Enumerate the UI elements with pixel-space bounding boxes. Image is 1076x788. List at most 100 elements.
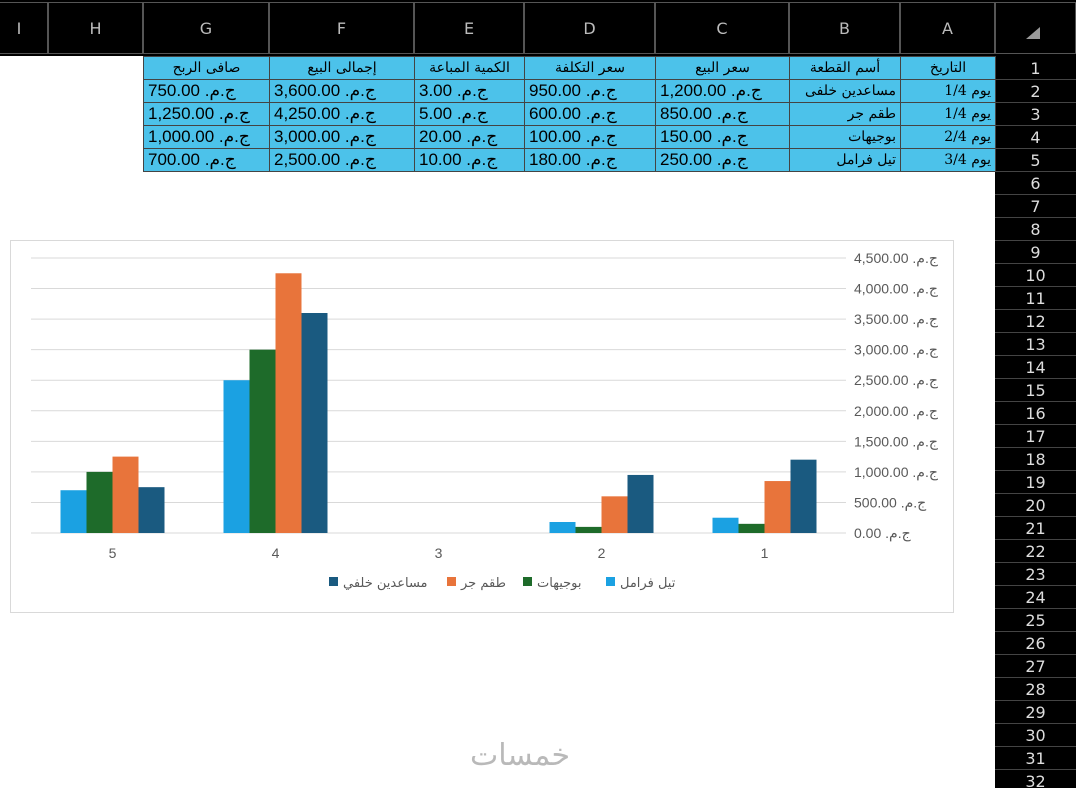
table-cell[interactable]: ج.م. 5.00 (414, 102, 525, 126)
row-header-7[interactable]: 7 (995, 195, 1076, 218)
row-header-30[interactable]: 30 (995, 724, 1076, 747)
row-header-5[interactable]: 5 (995, 149, 1076, 172)
row-header-4[interactable]: 4 (995, 126, 1076, 149)
table-cell[interactable]: ج.م. 3,600.00 (269, 79, 415, 103)
table-header-cell[interactable]: إجمالى البيع (269, 56, 415, 80)
table-cell[interactable]: ج.م. 1,250.00 (143, 102, 270, 126)
bar (712, 517, 739, 533)
row-header-20[interactable]: 20 (995, 494, 1076, 517)
row-header-29[interactable]: 29 (995, 701, 1076, 724)
table-row: ج.م. 750.00 ج.م. 3,600.00 ج.م. 3.00 ج.م. 95… (143, 79, 996, 103)
table-cell[interactable]: ج.م. 1,000.00 (143, 125, 270, 149)
column-header-label: E (463, 18, 475, 38)
legend-swatch (606, 577, 615, 586)
row-header-21[interactable]: 21 (995, 517, 1076, 540)
row-header-13[interactable]: 13 (995, 333, 1076, 356)
legend-label: بوجيهات (537, 576, 581, 591)
watermark-logo: خمسات (470, 738, 571, 773)
bar-chart[interactable]: ج.م. 0.00 ج.م. 500.00 ج.م. 1,000.00 ج.م. 1,… (10, 240, 954, 613)
column-header-c[interactable]: C (655, 2, 789, 54)
row-header-19[interactable]: 19 (995, 471, 1076, 494)
table-cell[interactable]: ج.م. 2,500.00 (269, 148, 415, 172)
row-header-11[interactable]: 11 (995, 287, 1076, 310)
bar (549, 522, 576, 533)
bar (790, 459, 817, 533)
row-header-14[interactable]: 14 (995, 356, 1076, 379)
table-cell[interactable]: ج.م. 250.00 (655, 148, 790, 172)
column-header-e[interactable]: E (414, 2, 524, 54)
row-header-28[interactable]: 28 (995, 678, 1076, 701)
bar (627, 474, 654, 533)
data-table: صافى الربح إجمالى البيع الكمية المباعة سعر … (143, 56, 996, 172)
row-header-12[interactable]: 12 (995, 310, 1076, 333)
row-header-18[interactable]: 18 (995, 448, 1076, 471)
table-header-cell[interactable]: سعر البيع (655, 56, 790, 80)
y-tick-label: ج.م. 1,500.00 (854, 433, 939, 450)
table-cell[interactable]: ج.م. 180.00 (524, 148, 656, 172)
row-header-26[interactable]: 26 (995, 632, 1076, 655)
bar (86, 471, 113, 533)
table-cell[interactable]: ج.م. 750.00 (143, 79, 270, 103)
table-header-cell[interactable]: الكمية المباعة (414, 56, 525, 80)
row-header-1[interactable]: 1 (995, 57, 1076, 80)
row-header-16[interactable]: 16 (995, 402, 1076, 425)
table-cell[interactable]: ج.م. 4,250.00 (269, 102, 415, 126)
column-header-b[interactable]: B (789, 2, 900, 54)
column-header-label: I (16, 18, 22, 38)
table-cell[interactable]: يوم 3/4 (900, 148, 996, 172)
column-header-i[interactable]: I (0, 2, 48, 54)
table-cell[interactable]: تيل فرامل (789, 148, 901, 172)
table-header-cell[interactable]: صافى الربح (143, 56, 270, 80)
column-header-g[interactable]: G (143, 2, 269, 54)
table-cell[interactable]: ج.م. 100.00 (524, 125, 656, 149)
row-header-23[interactable]: 23 (995, 563, 1076, 586)
table-cell[interactable]: ج.م. 150.00 (655, 125, 790, 149)
column-header-label: H (89, 18, 102, 38)
x-tick-label: 1 (761, 545, 769, 561)
table-cell[interactable]: ج.م. 20.00 (414, 125, 525, 149)
table-header-row: صافى الربح إجمالى البيع الكمية المباعة سعر … (143, 56, 996, 80)
row-header-9[interactable]: 9 (995, 241, 1076, 264)
table-header-cell[interactable]: سعر التكلفة (524, 56, 656, 80)
column-header-d[interactable]: D (524, 2, 655, 54)
row-header-31[interactable]: 31 (995, 747, 1076, 770)
row-header-3[interactable]: 3 (995, 103, 1076, 126)
table-cell[interactable]: ج.م. 3.00 (414, 79, 525, 103)
row-header-27[interactable]: 27 (995, 655, 1076, 678)
row-header-17[interactable]: 17 (995, 425, 1076, 448)
column-header-f[interactable]: F (269, 2, 414, 54)
table-header-cell[interactable]: أسم القطعة (789, 56, 901, 80)
table-cell[interactable]: مساعدين خلفى (789, 79, 901, 103)
column-header-a[interactable]: A (900, 2, 995, 54)
row-header-25[interactable]: 25 (995, 609, 1076, 632)
column-header-h[interactable]: H (48, 2, 143, 54)
table-cell[interactable]: ج.م. 10.00 (414, 148, 525, 172)
table-cell[interactable]: ج.م. 600.00 (524, 102, 656, 126)
table-cell[interactable]: يوم 2/4 (900, 125, 996, 149)
row-header-24[interactable]: 24 (995, 586, 1076, 609)
table-header-cell[interactable]: التاريخ (900, 56, 996, 80)
row-header-2[interactable]: 2 (995, 80, 1076, 103)
table-cell[interactable]: ج.م. 850.00 (655, 102, 790, 126)
legend-swatch (447, 577, 456, 586)
table-cell[interactable]: طقم جر (789, 102, 901, 126)
row-header-32[interactable]: 32 (995, 770, 1076, 788)
table-cell[interactable]: يوم 1/4 (900, 79, 996, 103)
column-header-label: C (716, 18, 728, 38)
table-cell[interactable]: بوجيهات (789, 125, 901, 149)
table-cell[interactable]: ج.م. 950.00 (524, 79, 656, 103)
table-cell[interactable]: يوم 1/4 (900, 102, 996, 126)
row-header-22[interactable]: 22 (995, 540, 1076, 563)
table-cell[interactable]: ج.م. 700.00 (143, 148, 270, 172)
row-header-8[interactable]: 8 (995, 218, 1076, 241)
select-all-corner[interactable] (995, 2, 1076, 54)
row-header-10[interactable]: 10 (995, 264, 1076, 287)
bar (138, 487, 165, 533)
row-header-15[interactable]: 15 (995, 379, 1076, 402)
row-header-bar: 1 2 3 4 5 6 7 8 9 10 11 12 13 14 15 16 17 18 19 20 21 22 23 24 2… (995, 56, 1076, 788)
y-tick-label: ج.م. 2,500.00 (854, 372, 939, 389)
table-cell[interactable]: ج.م. 3,000.00 (269, 125, 415, 149)
bar (301, 313, 328, 533)
table-cell[interactable]: ج.م. 1,200.00 (655, 79, 790, 103)
row-header-6[interactable]: 6 (995, 172, 1076, 195)
